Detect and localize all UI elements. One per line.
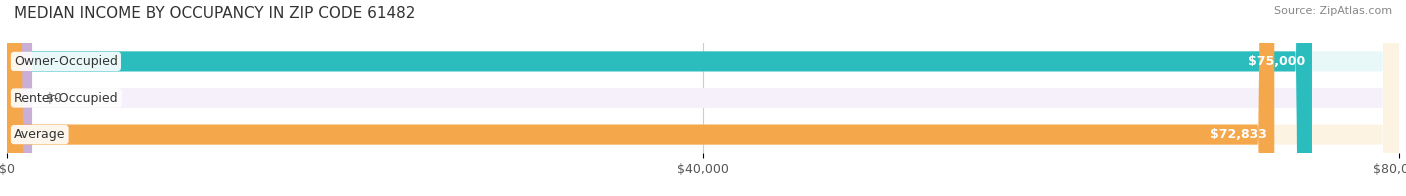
FancyBboxPatch shape bbox=[7, 0, 32, 196]
Text: $75,000: $75,000 bbox=[1247, 55, 1305, 68]
Text: $72,833: $72,833 bbox=[1211, 128, 1267, 141]
FancyBboxPatch shape bbox=[7, 0, 1274, 196]
FancyBboxPatch shape bbox=[7, 0, 1399, 196]
Text: Renter-Occupied: Renter-Occupied bbox=[14, 92, 118, 104]
Text: MEDIAN INCOME BY OCCUPANCY IN ZIP CODE 61482: MEDIAN INCOME BY OCCUPANCY IN ZIP CODE 6… bbox=[14, 6, 415, 21]
Text: Source: ZipAtlas.com: Source: ZipAtlas.com bbox=[1274, 6, 1392, 16]
FancyBboxPatch shape bbox=[7, 0, 1312, 196]
FancyBboxPatch shape bbox=[7, 0, 1399, 196]
Text: $0: $0 bbox=[46, 92, 62, 104]
FancyBboxPatch shape bbox=[7, 0, 1399, 196]
Text: Owner-Occupied: Owner-Occupied bbox=[14, 55, 118, 68]
Text: Average: Average bbox=[14, 128, 66, 141]
